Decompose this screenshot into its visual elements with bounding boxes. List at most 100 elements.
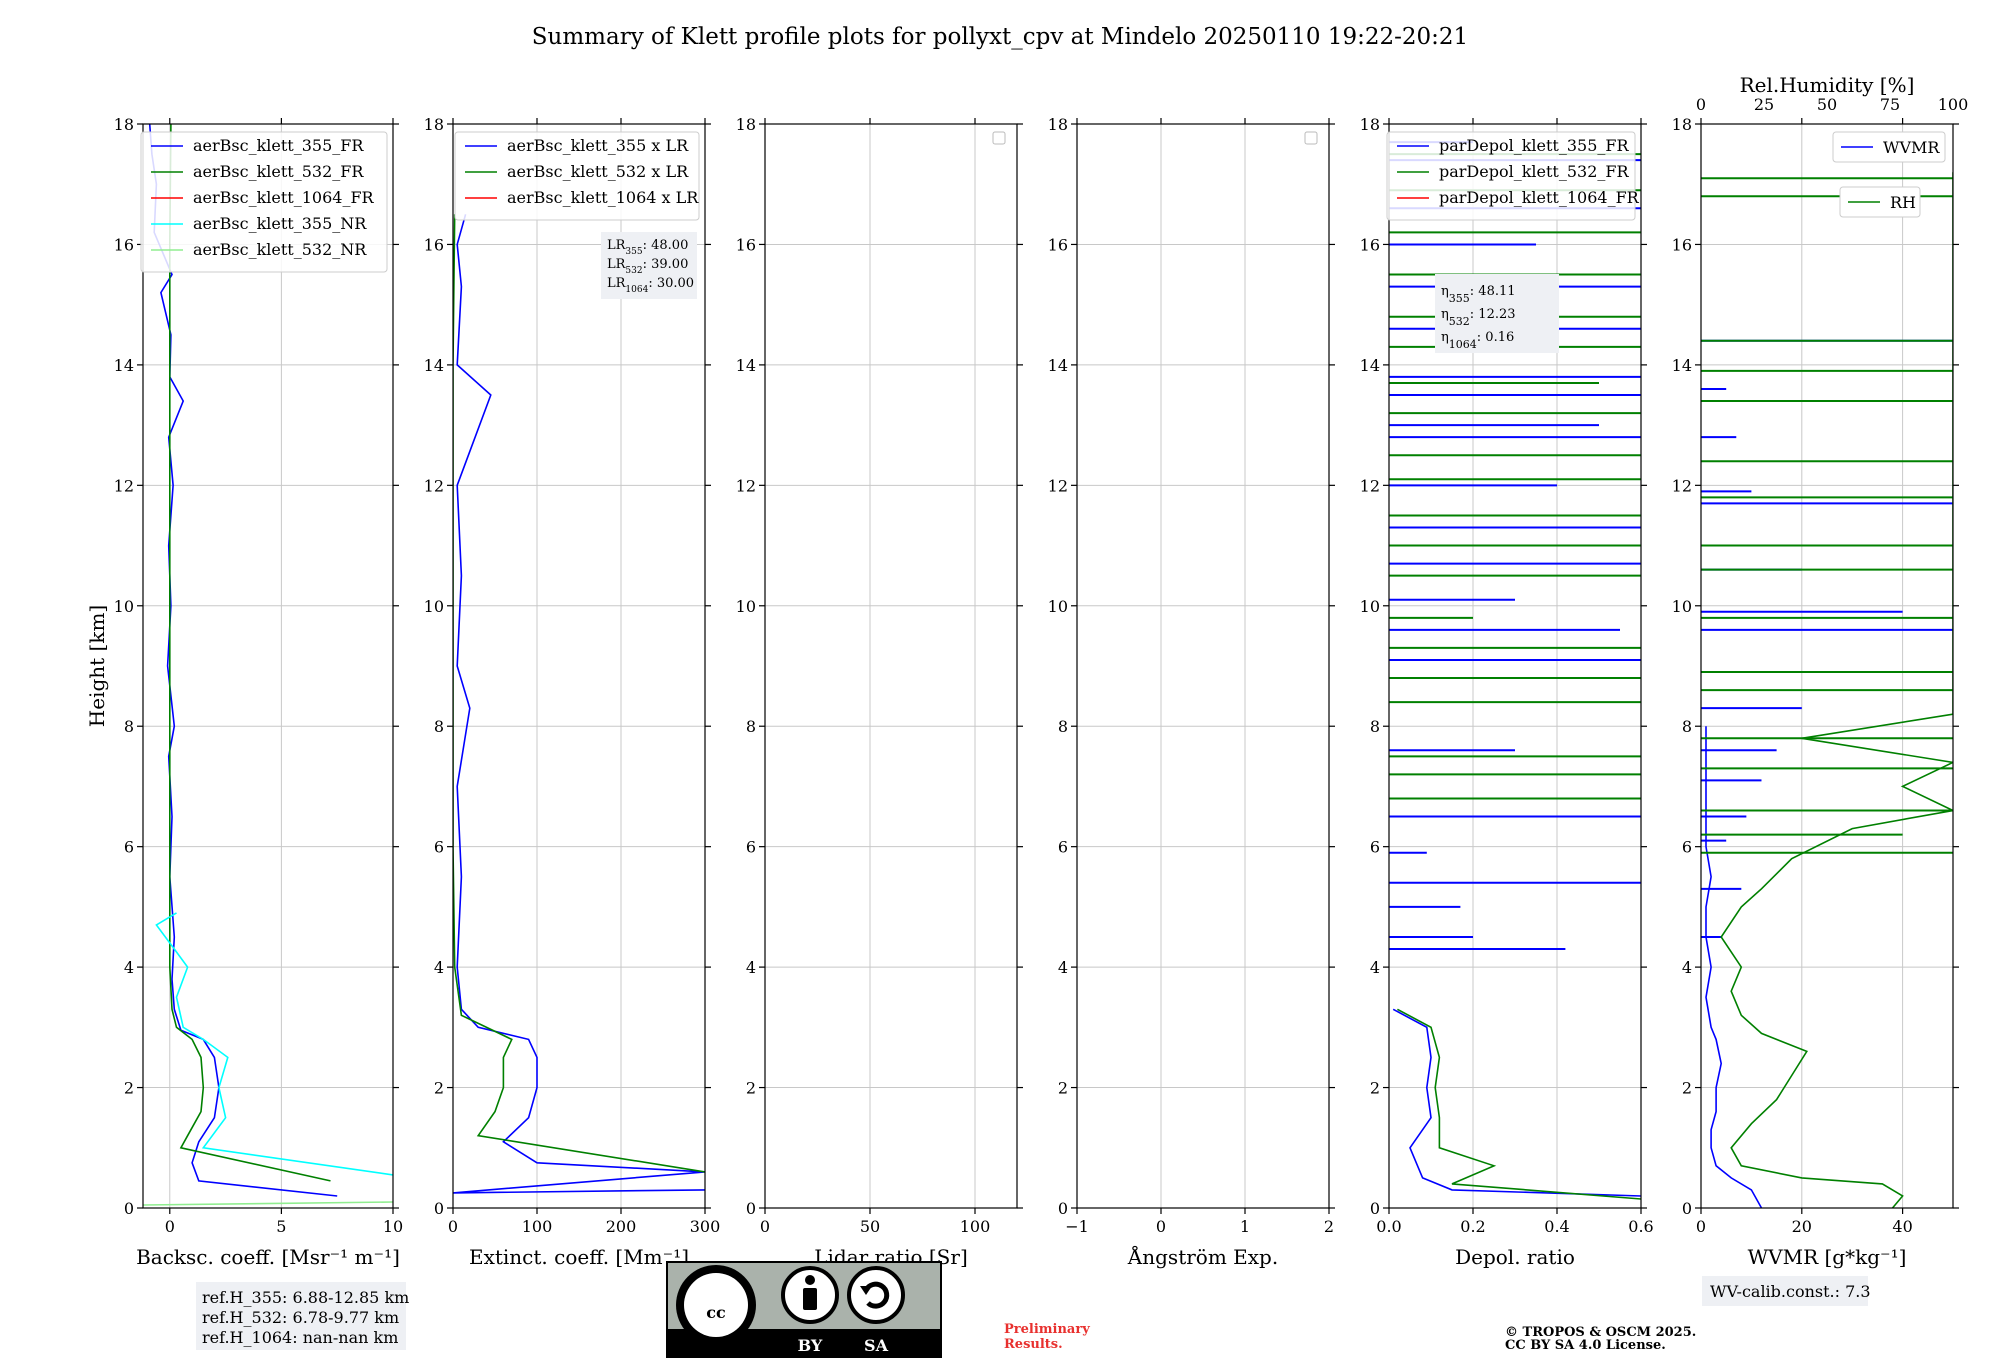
ytick-label-1: 2 xyxy=(1058,1079,1068,1098)
ytick-label-5: 10 xyxy=(424,597,444,616)
legend-label: aerBsc_klett_532_FR xyxy=(193,162,364,181)
annotation-line-2: η1064: 0.16 xyxy=(1441,330,1514,351)
series-aerBsc_klett_532_NR xyxy=(143,1201,393,1206)
ytick-label-6: 12 xyxy=(114,476,134,495)
license-badge: cc BY SA xyxy=(666,1261,942,1358)
legend-label: aerBsc_klett_532 x LR xyxy=(507,162,689,181)
axes-frame xyxy=(452,123,706,1209)
legend-label: RH xyxy=(1890,193,1916,212)
badge-by-label: BY xyxy=(798,1336,823,1355)
xtick-label-3: 0.6 xyxy=(1628,1217,1653,1236)
panel-backscatter: 0 2 4 6 8 10 12 14 16 18 0 5 10 Backsc. coeff. [Msr⁻¹… xyxy=(85,115,403,1269)
ytick-label-9: 18 xyxy=(1360,115,1380,134)
ytick-label-1: 2 xyxy=(1682,1079,1692,1098)
ytick-label-0: 0 xyxy=(1058,1199,1068,1218)
legend-label: parDepol_klett_1064_FR xyxy=(1439,188,1640,207)
xtick-label-0: 0 xyxy=(448,1217,458,1236)
legend-empty xyxy=(992,131,1006,145)
x2tick-label-2: 50 xyxy=(1817,95,1837,114)
xtick-label-3: 2 xyxy=(1324,1217,1334,1236)
ytick-label-6: 12 xyxy=(424,476,444,495)
xtick-label-0: 0 xyxy=(1696,1217,1706,1236)
legend-box xyxy=(1386,131,1636,221)
ytick-label-8: 16 xyxy=(424,235,444,254)
legend-WVMR: WVMR xyxy=(1832,131,1946,163)
legend: parDepol_klett_355_FR parDepol_klett_532_… xyxy=(1386,131,1640,221)
ytick-label-2: 4 xyxy=(746,958,756,977)
legend-box xyxy=(454,131,700,221)
plot-area-backscatter xyxy=(143,124,393,1206)
ytick-label-4: 8 xyxy=(124,717,134,736)
ytick-label-5: 10 xyxy=(1360,597,1380,616)
series-aerBsc_klett_532 x LR xyxy=(453,214,705,1173)
x2label: Rel.Humidity [%] xyxy=(1740,73,1915,97)
sa-icon-arrow xyxy=(860,1286,872,1295)
annotation-line-0: η355: 48.11 xyxy=(1441,284,1516,305)
xtick-label-1: 50 xyxy=(860,1217,880,1236)
wv-calib-bg xyxy=(1702,1276,1868,1306)
ytick-label-3: 6 xyxy=(746,838,756,857)
ytick-label-9: 18 xyxy=(736,115,756,134)
ref-height-line-2: ref.H_1064: nan-nan km xyxy=(202,1328,398,1347)
ytick-label-2: 4 xyxy=(1370,958,1380,977)
series-aerBsc_klett_355_NR xyxy=(155,912,393,1176)
ytick-label-0: 0 xyxy=(746,1199,756,1218)
ref-height-line-1: ref.H_532: 6.78-9.77 km xyxy=(202,1308,399,1327)
ytick-label-3: 6 xyxy=(1058,838,1068,857)
sa-icon-arc xyxy=(863,1281,890,1309)
ytick-label-7: 14 xyxy=(424,356,444,375)
xtick-label-0: 0 xyxy=(760,1217,770,1236)
by-icon-head xyxy=(805,1275,815,1285)
ytick-label-4: 8 xyxy=(434,717,444,736)
ytick-label-9: 18 xyxy=(1048,115,1068,134)
legend-label: aerBsc_klett_355_NR xyxy=(193,214,367,233)
legend-label: WVMR xyxy=(1883,138,1940,157)
xtick-label-2: 100 xyxy=(960,1217,991,1236)
legend-label: aerBsc_klett_355 x LR xyxy=(507,136,689,155)
badge-sa-label: SA xyxy=(864,1336,889,1355)
ytick-label-0: 0 xyxy=(434,1199,444,1218)
ref-heights-bg xyxy=(196,1282,406,1350)
legend-label: aerBsc_klett_1064_FR xyxy=(193,188,375,207)
preliminary-text-0: Preliminary xyxy=(1004,1322,1090,1337)
xlabel-angstrom: Ångström Exp. xyxy=(1127,1244,1278,1269)
xtick-label-2: 10 xyxy=(383,1217,403,1236)
ytick-label-1: 2 xyxy=(746,1079,756,1098)
xtick-label-3: 300 xyxy=(690,1217,721,1236)
axes-frame xyxy=(1388,123,1642,1209)
xtick-label-1: 5 xyxy=(276,1217,286,1236)
sa-icon xyxy=(847,1266,905,1324)
legend-label: aerBsc_klett_532_NR xyxy=(193,240,367,259)
plot-area-extinction xyxy=(453,214,705,1194)
ytick-label-2: 4 xyxy=(1682,958,1692,977)
xtick-label-2: 200 xyxy=(606,1217,637,1236)
xtick-label-1: 0 xyxy=(1156,1217,1166,1236)
axes-frame xyxy=(1700,123,1954,1209)
ytick-label-1: 2 xyxy=(124,1079,134,1098)
series-aerBsc_klett_355_FR xyxy=(148,124,338,1197)
xtick-label-0: −1 xyxy=(1065,1217,1089,1236)
ytick-label-7: 14 xyxy=(1360,356,1380,375)
legend-label: parDepol_klett_355_FR xyxy=(1439,136,1630,155)
xlabel-extinction: Extinct. coeff. [Mm⁻¹] xyxy=(469,1245,689,1269)
ytick-label-4: 8 xyxy=(1682,717,1692,736)
copyright-text-0: © TROPOS & OSCM 2025. xyxy=(1505,1325,1696,1340)
axes-frame xyxy=(1076,123,1330,1209)
series-aerBsc_klett_355 x LR xyxy=(453,214,705,1194)
figure-title: Summary of Klett profile plots for polly… xyxy=(532,24,1468,50)
ytick-label-8: 16 xyxy=(1360,235,1380,254)
ytick-label-8: 16 xyxy=(114,235,134,254)
ytick-label-6: 12 xyxy=(1360,476,1380,495)
cc-letters: cc xyxy=(706,1303,726,1322)
xtick-label-1: 100 xyxy=(522,1217,553,1236)
legend-box xyxy=(140,131,388,273)
xtick-label-1: 20 xyxy=(1792,1217,1812,1236)
by-icon-body xyxy=(803,1288,817,1310)
xlabel-depol: Depol. ratio xyxy=(1455,1245,1575,1269)
ytick-label-5: 10 xyxy=(114,597,134,616)
ytick-label-6: 12 xyxy=(736,476,756,495)
